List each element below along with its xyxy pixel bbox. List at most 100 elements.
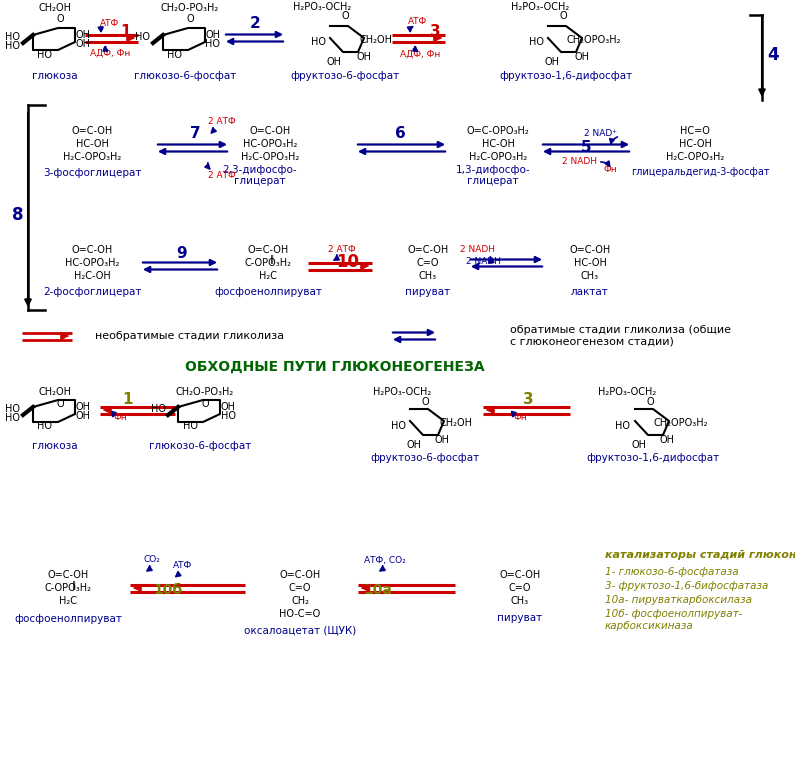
Text: 2,3-дифосфо-: 2,3-дифосфо- [223, 165, 297, 175]
Text: карбоксикиназа: карбоксикиназа [605, 621, 694, 631]
Text: HO: HO [37, 421, 52, 431]
Text: C=O: C=O [509, 583, 531, 593]
Text: 2 NADH: 2 NADH [460, 245, 495, 254]
Text: HO: HO [220, 411, 235, 421]
Text: OH: OH [631, 440, 646, 450]
Text: O: O [646, 397, 653, 407]
Text: 2 АТФ: 2 АТФ [208, 117, 236, 126]
Text: O=C-OH: O=C-OH [499, 570, 541, 580]
Text: HO: HO [390, 421, 405, 431]
Text: 10: 10 [336, 253, 359, 271]
Text: CH₂OH: CH₂OH [359, 35, 393, 45]
Text: катализаторы стадий глюконеогенеза: катализаторы стадий глюконеогенеза [605, 550, 795, 560]
Text: 3: 3 [522, 392, 533, 407]
Text: 2 NADH: 2 NADH [563, 157, 598, 167]
Text: 8: 8 [12, 206, 24, 224]
Text: HC-OPO₃H₂: HC-OPO₃H₂ [242, 139, 297, 149]
Text: ‖: ‖ [72, 581, 76, 590]
Text: CH₂OH: CH₂OH [440, 418, 472, 428]
Text: 2 АТФ: 2 АТФ [208, 170, 236, 179]
Text: HO: HO [6, 32, 21, 42]
Text: OH: OH [76, 411, 91, 421]
Text: O: O [56, 399, 64, 409]
Text: фруктозо-1,6-дифосфат: фруктозо-1,6-дифосфат [587, 453, 719, 463]
Text: OH: OH [205, 30, 220, 40]
Text: OH: OH [356, 52, 371, 62]
Text: HC-OPO₃H₂: HC-OPO₃H₂ [65, 258, 119, 268]
Text: OH: OH [435, 435, 449, 445]
Text: пируват: пируват [405, 287, 451, 297]
Text: HO: HO [6, 413, 21, 423]
Text: 1: 1 [121, 24, 131, 39]
Text: HC-OH: HC-OH [482, 139, 514, 149]
Text: CH₂O-PO₃H₂: CH₂O-PO₃H₂ [161, 3, 219, 13]
Text: O: O [186, 14, 194, 24]
Text: HC=O: HC=O [680, 126, 710, 136]
Text: HC-OH: HC-OH [573, 258, 607, 268]
Text: 2-фосфоглицерат: 2-фосфоглицерат [43, 287, 142, 297]
Text: OH: OH [76, 39, 91, 49]
Text: OH: OH [406, 440, 421, 450]
Text: O=C-OH: O=C-OH [247, 245, 289, 255]
Text: OH: OH [220, 402, 235, 412]
Text: H₂C-OPO₃H₂: H₂C-OPO₃H₂ [666, 152, 724, 162]
Text: фосфоенолпируват: фосфоенолпируват [14, 614, 122, 624]
Text: C-OPO₃H₂: C-OPO₃H₂ [245, 258, 292, 268]
Text: OH: OH [327, 57, 342, 67]
Text: OH: OH [545, 57, 560, 67]
Text: OH: OH [575, 52, 590, 62]
Text: 3- фруктозо-1,6-бифосфатаза: 3- фруктозо-1,6-бифосфатаза [605, 581, 769, 591]
Text: HO: HO [529, 37, 544, 47]
Text: обратимые стадии гликолиза (общие: обратимые стадии гликолиза (общие [510, 325, 731, 335]
Text: O: O [559, 11, 567, 21]
Text: АТФ: АТФ [100, 20, 119, 29]
Text: CH₃: CH₃ [511, 596, 529, 606]
Text: CH₂OPO₃H₂: CH₂OPO₃H₂ [567, 35, 621, 45]
Text: CO₂: CO₂ [144, 556, 161, 565]
Text: HO: HO [183, 421, 197, 431]
Text: 2: 2 [250, 17, 261, 32]
Text: O=C-OH: O=C-OH [569, 245, 611, 255]
Text: CH₂OH: CH₂OH [38, 3, 72, 13]
Text: 6: 6 [394, 126, 405, 142]
Text: O=C-OPO₃H₂: O=C-OPO₃H₂ [467, 126, 529, 136]
Text: O: O [201, 399, 209, 409]
Text: пируват: пируват [498, 613, 542, 623]
Text: глицерат: глицерат [467, 176, 519, 186]
Text: H₂C-OPO₃H₂: H₂C-OPO₃H₂ [241, 152, 299, 162]
Text: 9: 9 [176, 245, 188, 260]
Text: O=C-OH: O=C-OH [407, 245, 448, 255]
Text: O=C-OH: O=C-OH [72, 245, 113, 255]
Text: АТФ, CO₂: АТФ, CO₂ [364, 556, 406, 565]
Text: H₂PO₃-OCH₂: H₂PO₃-OCH₂ [373, 387, 431, 397]
Text: ‖: ‖ [270, 256, 274, 264]
Text: глюкозо-6-фосфат: глюкозо-6-фосфат [134, 71, 236, 81]
Text: H₂PO₃-OCH₂: H₂PO₃-OCH₂ [293, 2, 351, 12]
Text: глицеральдегид-3-фосфат: глицеральдегид-3-фосфат [630, 167, 770, 177]
Text: 4: 4 [767, 46, 779, 64]
Text: CH₃: CH₃ [419, 271, 437, 281]
Text: глицерат: глицерат [235, 176, 285, 186]
Text: фосфоенолпируват: фосфоенолпируват [214, 287, 322, 297]
Text: глюкоза: глюкоза [32, 71, 78, 81]
Text: 10а- пируваткарбоксилаза: 10а- пируваткарбоксилаза [605, 595, 752, 605]
Text: H₂C-OPO₃H₂: H₂C-OPO₃H₂ [63, 152, 121, 162]
Text: HO: HO [150, 404, 165, 414]
Text: C=O: C=O [289, 583, 312, 593]
Text: Фн: Фн [113, 413, 127, 422]
Text: HO-C=O: HO-C=O [279, 609, 320, 619]
Text: лактат: лактат [571, 287, 609, 297]
Text: CH₂: CH₂ [291, 596, 309, 606]
Text: HO: HO [311, 37, 325, 47]
Text: H₂PO₃-OCH₂: H₂PO₃-OCH₂ [598, 387, 656, 397]
Text: CH₂OH: CH₂OH [38, 387, 72, 397]
Text: 2 NAD⁺: 2 NAD⁺ [584, 129, 616, 139]
Text: HO: HO [135, 32, 150, 42]
Text: глюкоза: глюкоза [32, 441, 78, 451]
Text: O=C-OH: O=C-OH [72, 126, 113, 136]
Text: HC-OH: HC-OH [679, 139, 712, 149]
Text: АДФ, Фн: АДФ, Фн [90, 48, 130, 58]
Text: 10а: 10а [363, 583, 393, 597]
Text: OH: OH [76, 402, 91, 412]
Text: O: O [341, 11, 349, 21]
